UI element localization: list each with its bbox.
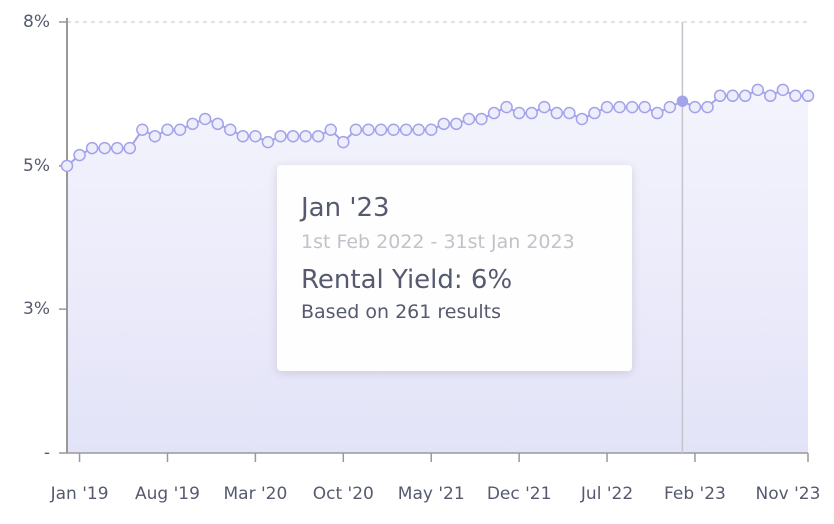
x-tick-label: Dec '21 [487, 484, 552, 504]
point [525, 106, 538, 120]
point [789, 89, 802, 103]
point [60, 159, 74, 173]
point [676, 95, 689, 107]
point [437, 117, 451, 131]
point [625, 100, 639, 114]
point [387, 123, 400, 136]
y-tick-label: - [44, 443, 50, 463]
point [701, 100, 714, 114]
x-tick-label: Nov '23 [756, 484, 821, 504]
point [85, 141, 99, 155]
x-tick-label: Oct '20 [313, 484, 374, 504]
point [688, 100, 702, 114]
point [236, 129, 250, 143]
point [399, 123, 413, 136]
point [550, 106, 564, 120]
point [764, 89, 777, 103]
point [500, 100, 513, 114]
point [412, 123, 425, 136]
point [726, 89, 739, 103]
point [324, 123, 337, 136]
tooltip-value: Rental Yield: 6% [301, 265, 513, 295]
point [462, 112, 476, 126]
point [274, 129, 287, 143]
y-tick-label: 5% [23, 156, 50, 176]
point [776, 83, 790, 97]
point [73, 148, 86, 162]
point [311, 129, 325, 143]
point [424, 123, 438, 136]
x-tick-label: Feb '23 [664, 484, 726, 504]
tooltip-period: 1st Feb 2022 - 31st Jan 2023 [301, 231, 575, 253]
point [261, 135, 275, 149]
point [512, 106, 526, 120]
point [98, 141, 111, 155]
point [123, 141, 137, 155]
point [211, 117, 224, 131]
y-tick-label: 3% [23, 299, 50, 319]
point [638, 100, 651, 114]
tooltip: Jan '23 1st Feb 2022 - 31st Jan 2023 Ren… [277, 165, 632, 371]
point [249, 129, 262, 143]
point [148, 129, 162, 143]
point [299, 129, 312, 143]
point [651, 106, 664, 120]
point [801, 89, 815, 103]
x-tick-label: Aug '19 [135, 484, 200, 504]
point [349, 123, 363, 136]
point [337, 135, 350, 149]
point [663, 100, 677, 114]
point [110, 141, 124, 155]
point [161, 123, 174, 136]
x-tick-label: Mar '20 [223, 484, 287, 504]
point [713, 89, 727, 103]
x-tick-label: Jan '19 [50, 484, 109, 504]
point [186, 117, 199, 131]
point [613, 100, 626, 114]
point [198, 112, 212, 126]
point [738, 89, 752, 103]
point [600, 100, 614, 114]
point [224, 123, 237, 136]
x-tick-label: Jul '22 [580, 484, 633, 504]
point [588, 106, 601, 120]
point [136, 123, 149, 136]
x-tick-label: May '21 [398, 484, 465, 504]
point [563, 106, 576, 120]
point [487, 106, 501, 120]
point [475, 112, 488, 126]
point [374, 123, 388, 136]
tooltip-note: Based on 261 results [301, 301, 502, 323]
point [362, 123, 375, 136]
point [173, 123, 187, 136]
tooltip-title: Jan '23 [301, 193, 390, 223]
point [538, 100, 551, 114]
point [751, 83, 765, 97]
y-tick-label: 8% [23, 12, 50, 32]
point [575, 112, 589, 126]
point [450, 117, 463, 131]
point [286, 129, 300, 143]
